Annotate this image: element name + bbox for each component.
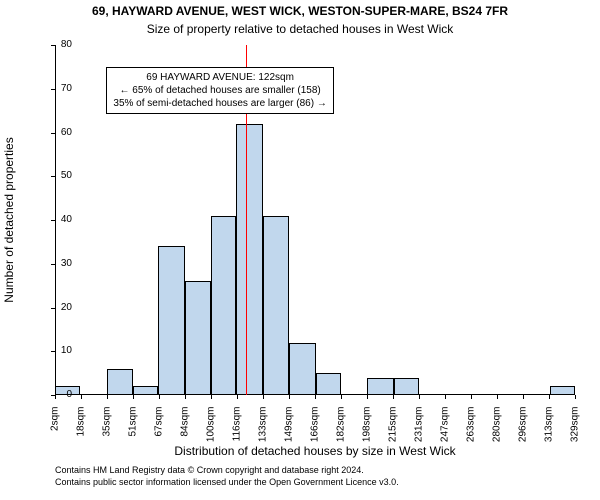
x-tick-label: 149sqm [284, 407, 295, 452]
x-tick-label: 215sqm [388, 407, 399, 452]
chart-container: 69, HAYWARD AVENUE, WEST WICK, WESTON-SU… [0, 0, 600, 500]
x-tick-mark [549, 395, 550, 399]
y-tick-mark [51, 220, 55, 221]
y-tick-label: 30 [52, 258, 72, 269]
x-tick-label: 198sqm [362, 407, 373, 452]
y-tick-mark [51, 89, 55, 90]
x-tick-label: 263sqm [466, 407, 477, 452]
x-tick-label: 247sqm [440, 407, 451, 452]
annotation-line: 69 HAYWARD AVENUE: 122sqm [113, 71, 326, 84]
histogram-bar [236, 124, 263, 395]
x-tick-mark [445, 395, 446, 399]
x-tick-label: 231sqm [414, 407, 425, 452]
footer-line-2: Contains public sector information licen… [55, 477, 580, 489]
x-tick-label: 35sqm [102, 407, 113, 452]
x-tick-label: 296sqm [518, 407, 529, 452]
histogram-bar [316, 373, 341, 395]
y-tick-label: 60 [52, 127, 72, 138]
x-tick-label: 84sqm [180, 407, 191, 452]
x-tick-label: 100sqm [206, 407, 217, 452]
x-tick-mark [55, 395, 56, 399]
x-tick-mark [237, 395, 238, 399]
x-tick-label: 51sqm [128, 407, 139, 452]
plot-area: 69 HAYWARD AVENUE: 122sqm← 65% of detach… [55, 45, 575, 395]
x-tick-mark [497, 395, 498, 399]
x-tick-label: 166sqm [310, 407, 321, 452]
y-tick-mark [51, 45, 55, 46]
x-tick-label: 67sqm [154, 407, 165, 452]
x-tick-mark [523, 395, 524, 399]
chart-subtitle: Size of property relative to detached ho… [0, 22, 600, 36]
histogram-bar [211, 216, 236, 395]
histogram-bar [367, 378, 394, 396]
x-tick-label: 313sqm [544, 407, 555, 452]
footer-line-1: Contains HM Land Registry data © Crown c… [55, 465, 580, 477]
x-tick-mark [575, 395, 576, 399]
histogram-bar [394, 378, 419, 396]
x-tick-mark [133, 395, 134, 399]
y-tick-label: 10 [52, 345, 72, 356]
y-tick-mark [51, 133, 55, 134]
histogram-bar [158, 246, 185, 395]
x-tick-mark [107, 395, 108, 399]
x-tick-label: 116sqm [232, 407, 243, 452]
histogram-bar [107, 369, 132, 395]
y-tick-mark [51, 176, 55, 177]
y-tick-label: 70 [52, 83, 72, 94]
x-tick-mark [185, 395, 186, 399]
histogram-bar [263, 216, 288, 395]
annotation-box: 69 HAYWARD AVENUE: 122sqm← 65% of detach… [106, 67, 333, 114]
histogram-bar [133, 386, 158, 395]
x-tick-label: 18sqm [76, 407, 87, 452]
x-tick-label: 329sqm [570, 407, 581, 452]
y-tick-mark [51, 264, 55, 265]
x-tick-label: 182sqm [336, 407, 347, 452]
x-tick-mark [315, 395, 316, 399]
y-axis-label: Number of detached properties [2, 45, 20, 395]
x-tick-mark [81, 395, 82, 399]
x-tick-mark [367, 395, 368, 399]
x-tick-mark [159, 395, 160, 399]
y-tick-label: 50 [52, 170, 72, 181]
y-tick-mark [51, 308, 55, 309]
histogram-bar [185, 281, 210, 395]
x-tick-label: 280sqm [492, 407, 503, 452]
x-tick-mark [341, 395, 342, 399]
footer: Contains HM Land Registry data © Crown c… [55, 465, 580, 488]
x-tick-mark [471, 395, 472, 399]
x-tick-mark [419, 395, 420, 399]
y-tick-label: 80 [52, 39, 72, 50]
x-tick-mark [263, 395, 264, 399]
y-tick-label: 20 [52, 302, 72, 313]
chart-title: 69, HAYWARD AVENUE, WEST WICK, WESTON-SU… [0, 4, 600, 18]
x-tick-mark [211, 395, 212, 399]
x-tick-label: 133sqm [258, 407, 269, 452]
annotation-line: 35% of semi-detached houses are larger (… [113, 97, 326, 110]
x-tick-mark [289, 395, 290, 399]
x-tick-label: 2sqm [50, 407, 61, 452]
annotation-line: ← 65% of detached houses are smaller (15… [113, 84, 326, 97]
x-tick-mark [393, 395, 394, 399]
histogram-bar [550, 386, 575, 395]
y-tick-mark [51, 351, 55, 352]
y-tick-label: 40 [52, 214, 72, 225]
histogram-bar [289, 343, 316, 396]
